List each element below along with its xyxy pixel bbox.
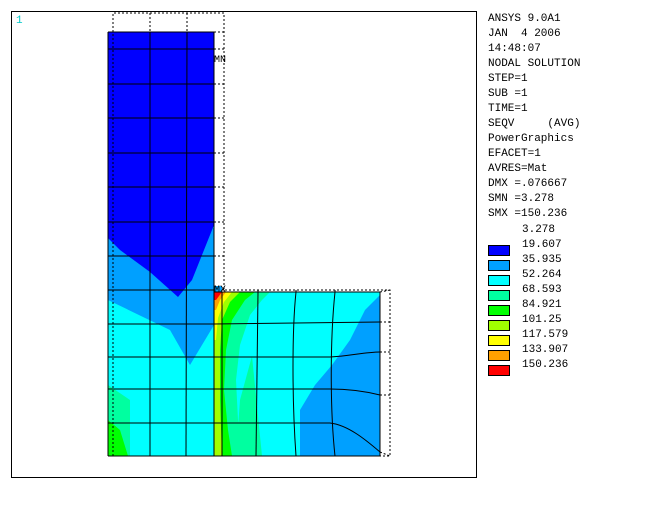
info-dmx: DMX =.076667 xyxy=(488,178,568,190)
info-smx: SMX =150.236 xyxy=(488,208,568,220)
legend-swatch xyxy=(488,320,510,331)
info-panel: ANSYS 9.0A1 JAN 4 2006 14:48:07 NODAL SO… xyxy=(488,12,648,222)
legend-row: 150.236 xyxy=(488,358,648,376)
undeformed-outline xyxy=(112,12,391,457)
contour-vertical-column xyxy=(108,32,222,456)
legend-swatch xyxy=(488,365,510,376)
legend-swatch xyxy=(488,290,510,301)
mesh-lines xyxy=(107,31,381,457)
legend-swatch xyxy=(488,305,510,316)
info-time: 14:48:07 xyxy=(488,43,541,55)
legend-label: 133.907 xyxy=(522,344,569,356)
info-version: ANSYS 9.0A1 xyxy=(488,13,561,25)
legend-row: 52.264 xyxy=(488,268,648,286)
legend-label: 19.607 xyxy=(522,239,562,251)
legend-min-label: 3.278 xyxy=(522,224,556,236)
legend-row: 101.25 xyxy=(488,313,648,331)
info-solution-type: NODAL SOLUTION xyxy=(488,58,581,70)
legend-label: 150.236 xyxy=(522,359,569,371)
legend-swatch xyxy=(488,260,510,271)
legend-row: 117.579 xyxy=(488,328,648,346)
min-marker: MN xyxy=(214,55,226,66)
legend-swatch xyxy=(488,275,510,286)
legend-label: 35.935 xyxy=(522,254,562,266)
legend-swatch xyxy=(488,245,510,256)
info-smn: SMN =3.278 xyxy=(488,193,555,205)
legend-min-row: 3.278 xyxy=(488,223,648,238)
contour-horizontal-block xyxy=(214,292,380,456)
info-time-value: TIME=1 xyxy=(488,103,528,115)
legend-swatch xyxy=(488,335,510,346)
window-number: 1 xyxy=(16,15,23,27)
legend-label: 52.264 xyxy=(522,269,562,281)
info-date: JAN 4 2006 xyxy=(488,28,561,40)
contour-legend: 3.278 19.607 35.935 52.264 68.593 84.921… xyxy=(488,223,648,376)
info-graphics-mode: PowerGraphics xyxy=(488,133,574,145)
legend-swatch xyxy=(488,350,510,361)
legend-label: 117.579 xyxy=(522,329,569,341)
info-avres: AVRES=Mat xyxy=(488,163,548,175)
legend-label: 101.25 xyxy=(522,314,562,326)
info-step: STEP=1 xyxy=(488,73,528,85)
info-result-item: SEQV (AVG) xyxy=(488,118,581,130)
info-sub: SUB =1 xyxy=(488,88,528,100)
legend-row: 19.607 xyxy=(488,238,648,256)
legend-row: 35.935 xyxy=(488,253,648,271)
legend-label: 84.921 xyxy=(522,299,562,311)
max-marker: MX xyxy=(214,285,226,296)
legend-label: 68.593 xyxy=(522,284,562,296)
legend-row: 133.907 xyxy=(488,343,648,361)
info-efacet: EFACET=1 xyxy=(488,148,541,160)
legend-row: 84.921 xyxy=(488,298,648,316)
legend-row: 68.593 xyxy=(488,283,648,301)
